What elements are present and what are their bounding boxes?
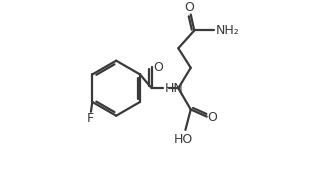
Text: O: O xyxy=(184,1,194,14)
Text: HN: HN xyxy=(165,81,183,94)
Text: O: O xyxy=(153,61,163,74)
Text: HO: HO xyxy=(174,133,193,146)
Text: O: O xyxy=(207,111,216,124)
Text: F: F xyxy=(87,112,94,125)
Text: NH₂: NH₂ xyxy=(216,24,240,37)
